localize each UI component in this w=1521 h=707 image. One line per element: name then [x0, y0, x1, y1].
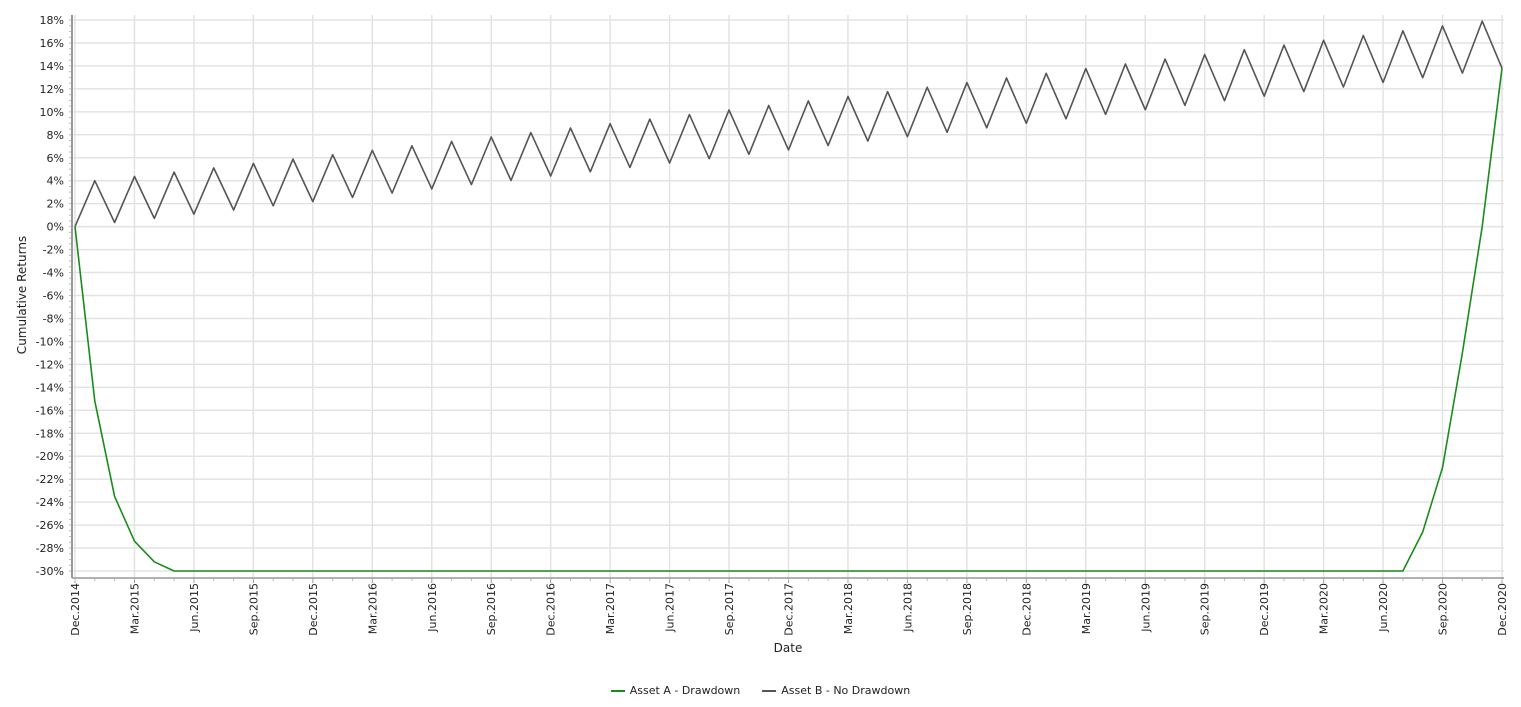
x-tick-label: Mar.2018	[842, 583, 855, 634]
x-axis-title: Date	[774, 641, 803, 655]
x-tick-label: Dec.2014	[69, 583, 82, 636]
legend-item-asset-a[interactable]: Asset A - Drawdown	[610, 684, 741, 697]
x-tick-label: Jun.2020	[1377, 583, 1390, 633]
y-tick-label: 10%	[40, 106, 64, 119]
y-tick-label: 18%	[40, 14, 64, 27]
y-tick-label: -28%	[36, 542, 64, 555]
legend-swatch-asset-a	[610, 689, 625, 692]
x-tick-label: Dec.2018	[1020, 583, 1033, 636]
y-tick-label: -20%	[36, 450, 64, 463]
y-tick-label: -26%	[36, 519, 64, 532]
legend-label-asset-a: Asset A - Drawdown	[629, 684, 741, 697]
y-tick-label: -22%	[36, 473, 64, 486]
y-tick-label: 16%	[40, 37, 64, 50]
legend: Asset A - Drawdown Asset B - No Drawdown	[0, 684, 1521, 697]
y-tick-label: 2%	[47, 198, 64, 211]
x-tick-label: Sep.2020	[1437, 583, 1450, 635]
x-tick-label: Sep.2016	[485, 583, 498, 635]
legend-label-asset-b: Asset B - No Drawdown	[781, 684, 911, 697]
y-tick-label: 14%	[40, 60, 64, 73]
x-tick-label: Dec.2020	[1496, 583, 1509, 636]
y-tick-label: -14%	[36, 381, 64, 394]
x-tick-label: Jun.2017	[664, 583, 677, 633]
legend-item-asset-b[interactable]: Asset B - No Drawdown	[762, 684, 910, 697]
x-tick-label: Dec.2019	[1258, 583, 1271, 636]
x-tick-label: Sep.2017	[723, 583, 736, 635]
x-tick-label: Jun.2018	[901, 583, 914, 633]
series-line-asset-a	[74, 68, 1503, 572]
y-tick-label: -8%	[43, 312, 64, 325]
y-tick-label: 6%	[47, 152, 64, 165]
y-tick-label: -16%	[36, 404, 64, 417]
x-tick-label: Sep.2015	[247, 583, 260, 635]
x-tick-label: Mar.2016	[366, 583, 379, 634]
y-tick-label: -18%	[36, 427, 64, 440]
y-tick-label: -6%	[43, 290, 64, 303]
x-tick-label: Dec.2015	[307, 583, 320, 636]
y-tick-label: -10%	[36, 335, 64, 348]
x-tick-label: Sep.2019	[1199, 583, 1212, 635]
y-tick-label: -4%	[43, 267, 64, 280]
y-tick-label: -24%	[36, 496, 64, 509]
x-tick-label: Mar.2017	[604, 583, 617, 634]
y-tick-label: -12%	[36, 358, 64, 371]
y-tick-label: -2%	[43, 244, 64, 257]
x-tick-label: Dec.2016	[545, 583, 558, 636]
x-tick-label: Mar.2019	[1080, 583, 1093, 634]
x-tick-label: Jun.2015	[188, 583, 201, 633]
y-tick-label: 4%	[47, 175, 64, 188]
series-line-asset-b	[74, 20, 1503, 227]
x-tick-label: Mar.2015	[128, 583, 141, 634]
y-tick-label: -30%	[36, 565, 64, 578]
x-tick-label: Sep.2018	[961, 583, 974, 635]
y-tick-label: 8%	[47, 129, 64, 142]
x-tick-label: Jun.2016	[426, 583, 439, 633]
y-axis-title: Cumulative Returns	[15, 236, 29, 354]
y-tick-label: 0%	[47, 221, 64, 234]
x-tick-label: Jun.2019	[1139, 583, 1152, 633]
legend-swatch-asset-b	[762, 689, 777, 692]
x-tick-label: Mar.2020	[1318, 583, 1331, 634]
x-tick-label: Dec.2017	[783, 583, 796, 636]
y-tick-label: 12%	[40, 83, 64, 96]
